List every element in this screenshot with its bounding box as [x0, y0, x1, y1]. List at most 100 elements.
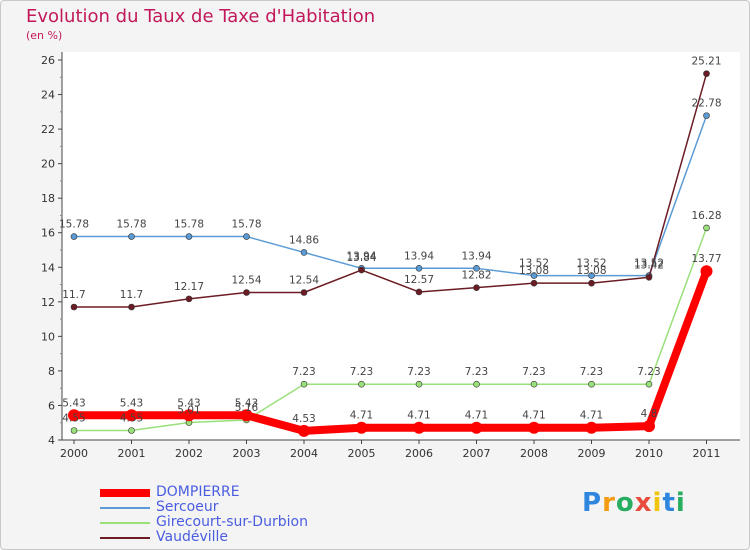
- data-label: 4.71: [350, 410, 373, 422]
- data-label: 7.23: [580, 366, 603, 378]
- x-tick-label: 2008: [520, 447, 548, 460]
- data-label: 7.23: [465, 366, 488, 378]
- x-tick-label: 2000: [60, 447, 88, 460]
- data-label: 13.08: [576, 265, 606, 277]
- y-tick-label: 18: [41, 192, 55, 205]
- data-point: [358, 266, 365, 274]
- data-label: 11.7: [120, 289, 143, 301]
- data-point: [703, 70, 710, 77]
- data-label: 15.78: [174, 219, 204, 231]
- data-point: [243, 289, 250, 296]
- data-label: 13.84: [346, 252, 376, 264]
- x-tick-label: 2009: [578, 447, 606, 460]
- logo-letter: i: [652, 488, 663, 518]
- y-tick-label: 8: [48, 365, 55, 378]
- logo-letter: P: [582, 488, 603, 518]
- x-tick-label: 2007: [463, 447, 491, 460]
- data-label: 13.94: [346, 250, 376, 262]
- data-point: [240, 409, 253, 422]
- data-label: 4.53: [292, 413, 315, 425]
- data-point: [588, 380, 595, 388]
- data-point: [68, 409, 80, 422]
- data-point: [470, 421, 483, 434]
- x-tick-label: 2003: [233, 447, 261, 460]
- data-label: 13.08: [519, 265, 549, 277]
- data-label: 5.43: [62, 397, 85, 409]
- x-tick-label: 2011: [693, 447, 721, 460]
- data-label: 4.71: [522, 410, 545, 422]
- proxiti-logo: Proxiti: [582, 488, 686, 518]
- data-label: 14.86: [289, 234, 319, 246]
- data-label: 7.23: [637, 366, 660, 378]
- legend-swatch: [100, 507, 150, 509]
- series-line-0: [74, 269, 711, 435]
- data-label: 5.43: [235, 397, 258, 409]
- data-point: [530, 279, 538, 287]
- data-label: 15.78: [116, 219, 146, 231]
- data-point: [703, 224, 710, 232]
- data-label: 22.78: [691, 98, 721, 110]
- data-label: 7.23: [407, 366, 430, 378]
- data-label: 4.55: [120, 413, 143, 425]
- data-label: 13.42: [634, 259, 664, 271]
- legend-swatch: [100, 522, 150, 524]
- y-tick-label: 14: [41, 261, 55, 274]
- data-label: 4.71: [407, 410, 430, 422]
- line-chart: 4 6 8 10 12 14 16 18 20 22 24 26 2000 2001 2002 2003 200…: [41, 52, 740, 460]
- data-label: 4.8: [641, 408, 658, 420]
- data-label: 4.71: [580, 410, 603, 422]
- data-point: [243, 233, 250, 240]
- data-label: 7.23: [350, 366, 373, 378]
- x-tick-label: 2002: [175, 447, 203, 460]
- data-point: [413, 421, 425, 434]
- data-point: [528, 421, 540, 434]
- x-tick-label: 2006: [405, 447, 433, 460]
- data-label: 7.23: [522, 366, 545, 378]
- data-label: 16.28: [691, 210, 721, 222]
- data-point: [125, 409, 138, 422]
- data-point: [298, 424, 310, 437]
- data-label: 13.52: [576, 258, 606, 270]
- logo-letter: x: [634, 488, 653, 518]
- logo-letter: r: [602, 488, 616, 518]
- data-point: [645, 380, 653, 388]
- data-point: [703, 112, 710, 119]
- plot-area: [62, 52, 740, 440]
- data-label: 11.7: [62, 289, 85, 301]
- data-point: [585, 421, 598, 434]
- logo-letter: t: [662, 488, 676, 518]
- data-label: 25.21: [691, 56, 721, 68]
- data-point: [300, 380, 308, 388]
- data-label: 5.43: [177, 397, 200, 409]
- data-point: [530, 272, 538, 279]
- data-point: [700, 265, 713, 278]
- x-tick-label: 2010: [635, 447, 663, 460]
- legend-label: Girecourt-sur-Durbion: [156, 514, 308, 530]
- data-label: 12.54: [289, 274, 319, 286]
- data-label: 5.01: [177, 405, 200, 417]
- data-point: [300, 289, 308, 296]
- series-line-3: [74, 73, 708, 308]
- data-label: 4.55: [62, 413, 85, 425]
- data-point: [645, 273, 653, 281]
- data-point: [185, 233, 193, 240]
- data-label: 12.82: [461, 270, 491, 282]
- legend-label: Sercoeur: [156, 499, 219, 515]
- data-point: [473, 284, 480, 291]
- y-tick-label: 10: [41, 330, 55, 343]
- data-label: 5.43: [120, 397, 143, 409]
- y-tick-label: 4: [48, 434, 55, 447]
- y-tick-label: 6: [48, 399, 55, 412]
- data-point: [415, 288, 423, 296]
- y-tick-label: 24: [41, 89, 55, 102]
- data-point: [415, 265, 423, 272]
- data-label: 15.78: [59, 219, 89, 231]
- chart-title: Evolution du Taux de Taxe d'Habitation: [26, 6, 376, 27]
- series-line-2: [74, 227, 708, 432]
- y-tick-label: 20: [41, 158, 55, 171]
- y-unit-label: (en %): [26, 29, 63, 42]
- legend-swatch: [100, 489, 150, 497]
- data-point: [185, 295, 193, 303]
- data-point: [588, 279, 595, 287]
- data-point: [358, 380, 365, 388]
